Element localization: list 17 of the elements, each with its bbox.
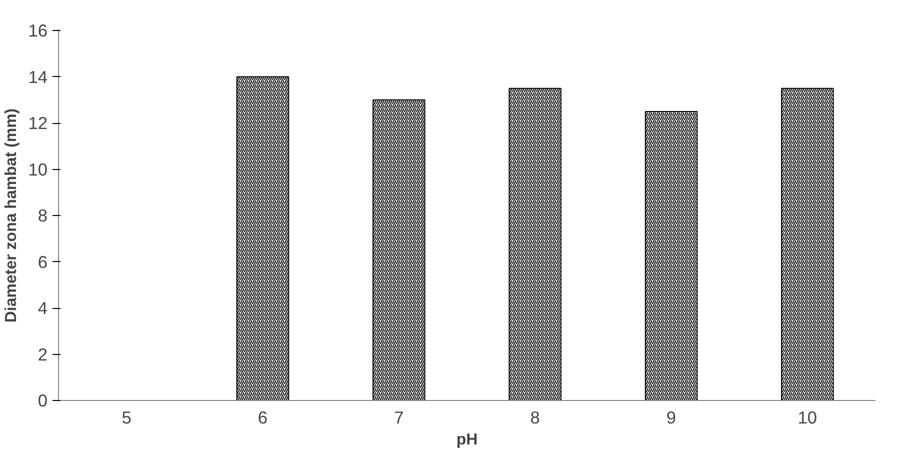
x-tick-label: 9 xyxy=(666,408,676,428)
y-tick-label: 2 xyxy=(38,344,48,364)
x-tick-label: 6 xyxy=(258,408,268,428)
x-tick-label: 7 xyxy=(394,408,404,428)
x-tick-label: 10 xyxy=(798,408,818,428)
x-tick-label: 5 xyxy=(122,408,132,428)
x-tick-label: 8 xyxy=(530,408,540,428)
y-tick-label: 16 xyxy=(28,20,48,40)
y-axis-title: Diameter zona hambat (mm) xyxy=(3,108,20,323)
y-tick-label: 4 xyxy=(38,298,48,318)
y-tick-label: 14 xyxy=(28,66,48,87)
y-tick-label: 10 xyxy=(28,159,48,180)
y-tick-label: 0 xyxy=(38,390,48,410)
x-axis-title: pH xyxy=(456,432,478,448)
y-tick-label: 6 xyxy=(38,252,48,272)
y-tick-label: 12 xyxy=(28,113,48,133)
y-tick-label: 8 xyxy=(38,206,48,226)
